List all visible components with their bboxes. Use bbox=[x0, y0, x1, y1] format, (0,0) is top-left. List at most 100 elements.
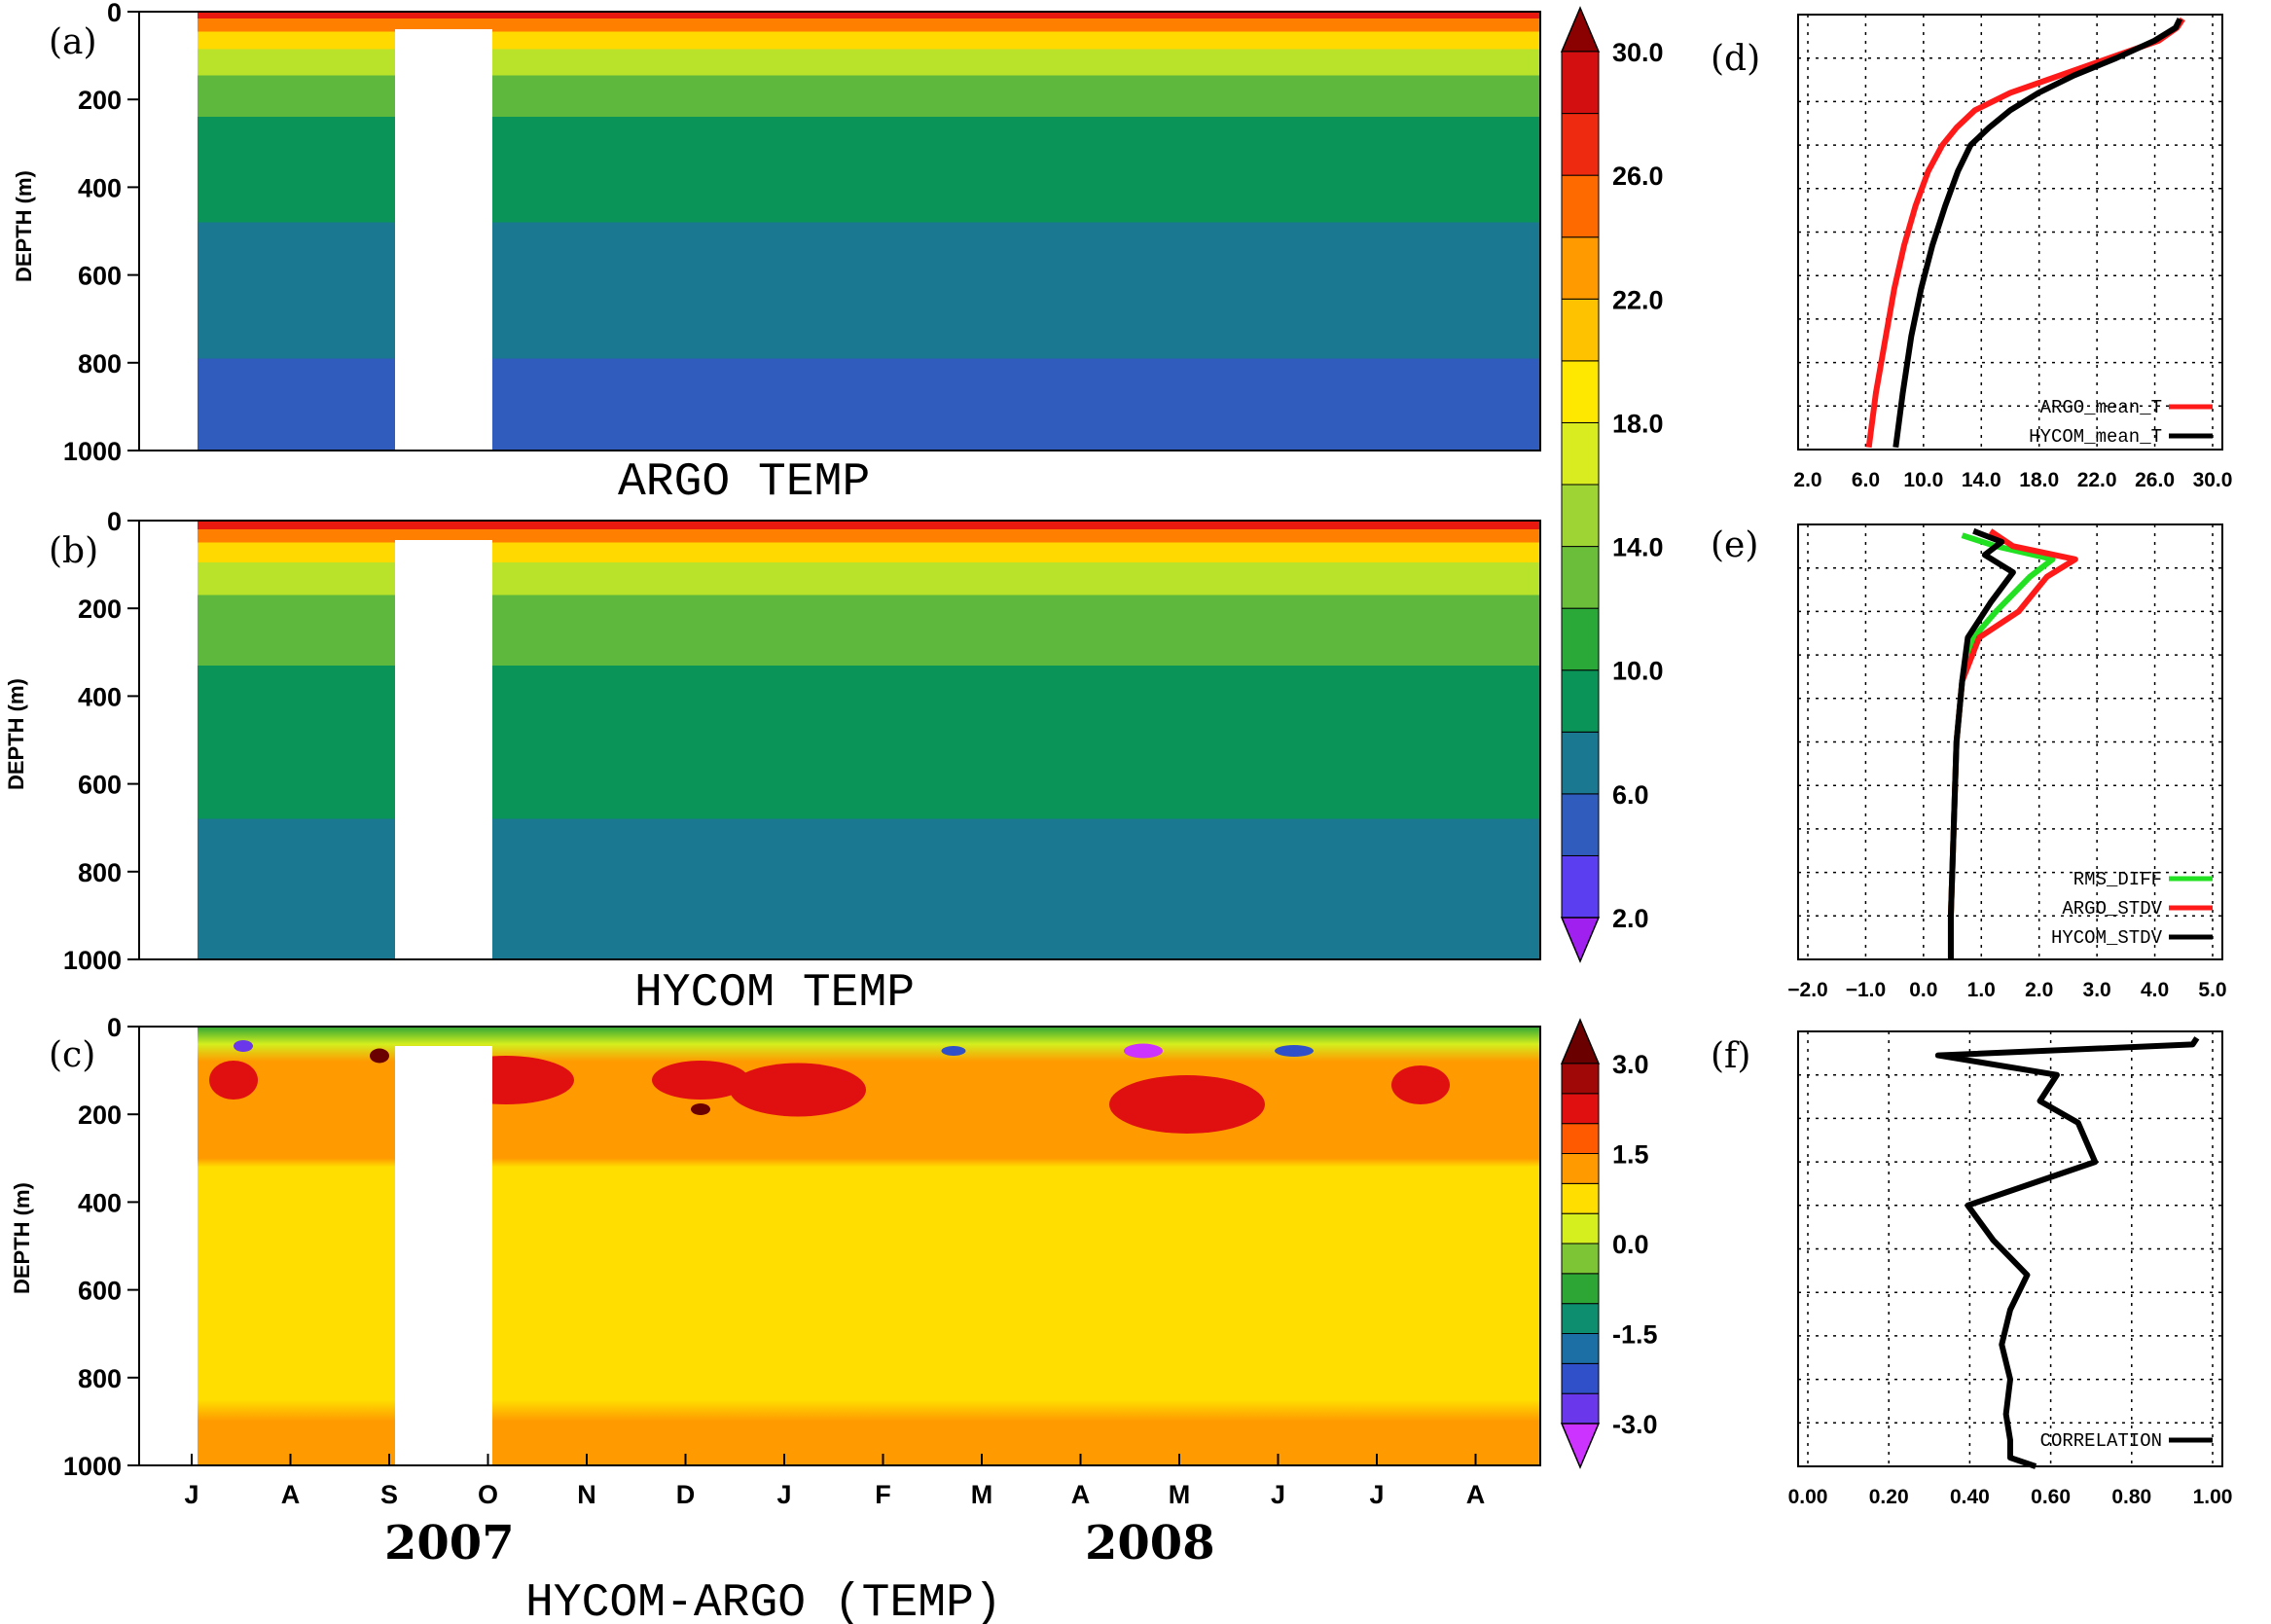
x-tick-label: −1.0 bbox=[1846, 979, 1886, 1001]
colorbar-segment bbox=[1561, 360, 1600, 423]
y-tick-label: 0 bbox=[107, 1013, 122, 1042]
colorbar-segment bbox=[1561, 854, 1600, 919]
month-label: A bbox=[1466, 1480, 1486, 1509]
legend-label: HYCOM_STDV bbox=[2051, 927, 2163, 949]
x-tick-label: 30.0 bbox=[2193, 469, 2233, 491]
y-tick-label: 1000 bbox=[63, 437, 122, 466]
anomaly-blob bbox=[691, 1103, 710, 1115]
colorbar-tick-label: 22.0 bbox=[1612, 285, 1664, 314]
series-line bbox=[1934, 1036, 2200, 1469]
panel-b-yticks: 0 200 400 600 800 1000 bbox=[63, 507, 1541, 975]
x-tick-label: 0.0 bbox=[1909, 979, 1937, 1001]
legend-label: ARGO_STDV bbox=[2062, 898, 2162, 920]
y-tick-label: 200 bbox=[78, 1101, 122, 1130]
x-tick-label: 26.0 bbox=[2135, 469, 2175, 491]
colorbar-top-triangle bbox=[1560, 1018, 1601, 1065]
legend-label: ARGO_mean_T bbox=[2040, 397, 2162, 418]
colorbar-segment bbox=[1561, 113, 1600, 176]
y-tick-label: 800 bbox=[78, 349, 122, 379]
colorbar-segment bbox=[1561, 1123, 1600, 1154]
y-tick-label: 1000 bbox=[63, 946, 122, 975]
panel-b-ylabel: DEPTH (m) bbox=[4, 678, 28, 790]
panel-a-gap bbox=[395, 29, 492, 451]
y-tick-label: 600 bbox=[78, 1277, 122, 1306]
colorbar-tick-label: 26.0 bbox=[1612, 162, 1664, 191]
series-line bbox=[1947, 527, 2016, 959]
x-tick-label: 18.0 bbox=[2019, 469, 2059, 491]
y-tick-label: 800 bbox=[78, 1364, 122, 1393]
colorbar-tick-label: 30.0 bbox=[1612, 38, 1664, 67]
x-tick-label: 0.80 bbox=[2111, 1486, 2151, 1508]
month-label: A bbox=[1071, 1480, 1091, 1509]
colorbar-segment bbox=[1561, 484, 1600, 548]
colorbar-segment bbox=[1561, 174, 1600, 238]
y-tick-label: 600 bbox=[78, 262, 122, 291]
month-label: J bbox=[1271, 1480, 1285, 1509]
year-2007: 2007 bbox=[384, 1516, 515, 1570]
panel-frame bbox=[138, 520, 1541, 960]
colorbar-segment bbox=[1561, 1243, 1600, 1275]
panel-f: (f) 0.00 0.20 0.40 0.60 0.80 1.00 CORRELATION bbox=[1711, 1030, 2232, 1508]
colorbar-segment bbox=[1561, 1212, 1600, 1245]
panel-f-label: (f) bbox=[1711, 1036, 1750, 1076]
colorbar-tick-label: 3.0 bbox=[1612, 1050, 1649, 1079]
panel-c-label: (c) bbox=[49, 1035, 95, 1075]
x-tick-label: 22.0 bbox=[2077, 469, 2117, 491]
panel-e-label: (e) bbox=[1711, 525, 1758, 565]
panel-b-title: HYCOM TEMP bbox=[634, 967, 915, 1020]
colorbar-segment bbox=[1561, 1182, 1600, 1214]
month-label: N bbox=[577, 1480, 596, 1509]
y-tick-label: 800 bbox=[78, 858, 122, 887]
panel-c-yticks: 0 200 400 600 800 1000 bbox=[63, 1013, 1541, 1481]
y-tick-label: 1000 bbox=[63, 1452, 122, 1481]
y-tick-label: 200 bbox=[78, 595, 122, 624]
y-tick-label: 400 bbox=[78, 1188, 122, 1217]
colorbar-segment bbox=[1561, 731, 1600, 795]
anomaly-blob bbox=[730, 1063, 866, 1117]
anomaly-blob bbox=[652, 1061, 749, 1100]
colorbar-segment bbox=[1561, 1273, 1600, 1305]
panel-a: (a) ARGO TEMP DEPTH (m) 0 200 400 600 800 100… bbox=[12, 0, 1541, 509]
colorbar-tick-label: 6.0 bbox=[1612, 780, 1649, 810]
anomaly-blob bbox=[370, 1048, 389, 1064]
x-tick-label: 1.0 bbox=[1967, 979, 1996, 1001]
colorbar-tick-label: 14.0 bbox=[1612, 533, 1664, 562]
panel-e: (e) −2.0 −1.0 0.0 1.0 2.0 3.0 4.0 5.0 RMS_DIFF AR… bbox=[1711, 523, 2227, 1001]
colorbar-diff: -3.0 -1.5 0.0 1.5 3.0 bbox=[1560, 1018, 1658, 1469]
colorbar-segment bbox=[1561, 298, 1600, 362]
panel-a-yticks: 0 200 400 600 800 1000 bbox=[63, 0, 1541, 466]
x-tick-label: 6.0 bbox=[1852, 469, 1880, 491]
year-2008: 2008 bbox=[1085, 1516, 1215, 1570]
colorbar-segment bbox=[1561, 1063, 1600, 1095]
panel-c-gap bbox=[395, 1046, 492, 1465]
colorbar-segment bbox=[1561, 236, 1600, 300]
colorbar-tick-label: 2.0 bbox=[1612, 904, 1649, 933]
panel-a-label: (a) bbox=[49, 22, 97, 62]
y-tick-label: 0 bbox=[107, 0, 122, 27]
colorbar-tick-label: 0.0 bbox=[1612, 1230, 1649, 1259]
colorbar-tick-label: 10.0 bbox=[1612, 657, 1664, 686]
y-tick-label: 0 bbox=[107, 507, 122, 536]
colorbar-segment bbox=[1561, 1093, 1600, 1125]
anomaly-blob bbox=[1391, 1065, 1450, 1104]
month-label: D bbox=[676, 1480, 696, 1509]
y-tick-label: 600 bbox=[78, 771, 122, 800]
colorbar-segment bbox=[1561, 421, 1600, 486]
colorbar-tick-label: 18.0 bbox=[1612, 409, 1664, 438]
colorbar-segment bbox=[1561, 793, 1600, 856]
month-label: J bbox=[1369, 1480, 1384, 1509]
x-tick-label: 4.0 bbox=[2141, 979, 2169, 1001]
panel-b-label: (b) bbox=[49, 531, 98, 571]
x-tick-label: 0.00 bbox=[1788, 1486, 1828, 1508]
month-label: F bbox=[875, 1480, 891, 1509]
colorbar-tick-label: -1.5 bbox=[1612, 1320, 1658, 1350]
colorbar-segment bbox=[1561, 1362, 1600, 1394]
x-tick-label: 0.20 bbox=[1869, 1486, 1909, 1508]
anomaly-blob bbox=[1109, 1075, 1265, 1134]
anomaly-blob bbox=[1275, 1045, 1314, 1057]
x-tick-label: −2.0 bbox=[1787, 979, 1827, 1001]
x-tick-label: 2.0 bbox=[2025, 979, 2053, 1001]
series-line bbox=[1892, 18, 2183, 449]
x-tick-label: 14.0 bbox=[1962, 469, 2001, 491]
